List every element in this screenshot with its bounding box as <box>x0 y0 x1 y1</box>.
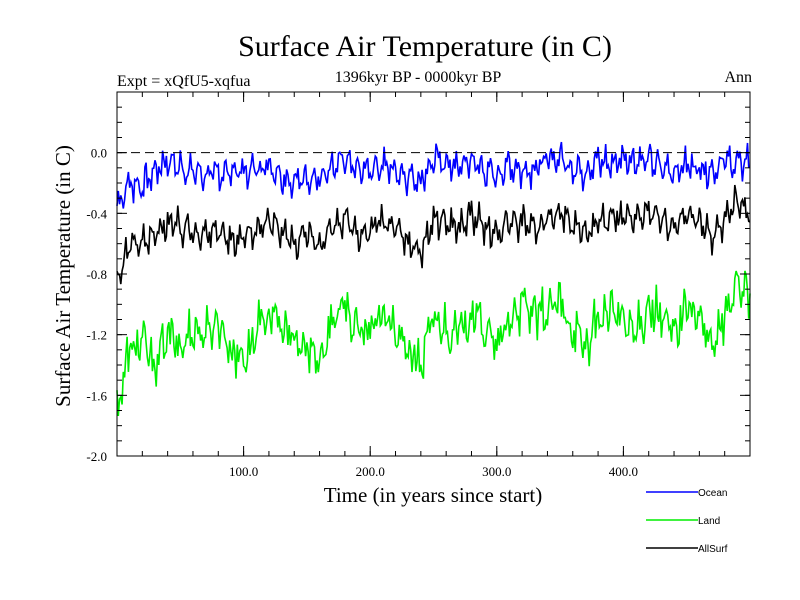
y-tick-label: -1.2 <box>86 328 107 343</box>
legend: Ocean Land AllSurf <box>646 488 728 555</box>
legend-label-land: Land <box>698 516 720 527</box>
y-tick-label: -0.8 <box>86 267 107 282</box>
chart-subtitle: 1396kyr BP - 0000kyr BP <box>335 69 502 86</box>
y-tick-label: -2.0 <box>86 449 107 464</box>
x-axis-label: Time (in years since start) <box>324 483 543 507</box>
y-tick-label: 0.0 <box>91 146 107 161</box>
x-tick-label: 100.0 <box>229 464 258 479</box>
x-tick-label: 400.0 <box>609 464 638 479</box>
series-line-allsurf <box>116 184 751 285</box>
x-tick-label: 300.0 <box>482 464 511 479</box>
x-tick-label: 200.0 <box>356 464 385 479</box>
y-tick-label: -0.4 <box>86 206 107 221</box>
y-tick-label: -1.6 <box>86 388 107 403</box>
season-label: Ann <box>724 69 752 86</box>
chart-title: Surface Air Temperature (in C) <box>238 30 612 63</box>
y-axis-label: Surface Air Temperature (in C) <box>51 145 75 407</box>
plot-frame <box>116 91 751 457</box>
series-line-land <box>116 270 751 416</box>
series-line-ocean <box>116 141 751 209</box>
legend-label-ocean: Ocean <box>698 488 727 499</box>
series-layer <box>116 141 751 416</box>
legend-label-allsurf: AllSurf <box>698 544 728 555</box>
experiment-label: Expt = xQfU5-xqfua <box>117 73 250 90</box>
